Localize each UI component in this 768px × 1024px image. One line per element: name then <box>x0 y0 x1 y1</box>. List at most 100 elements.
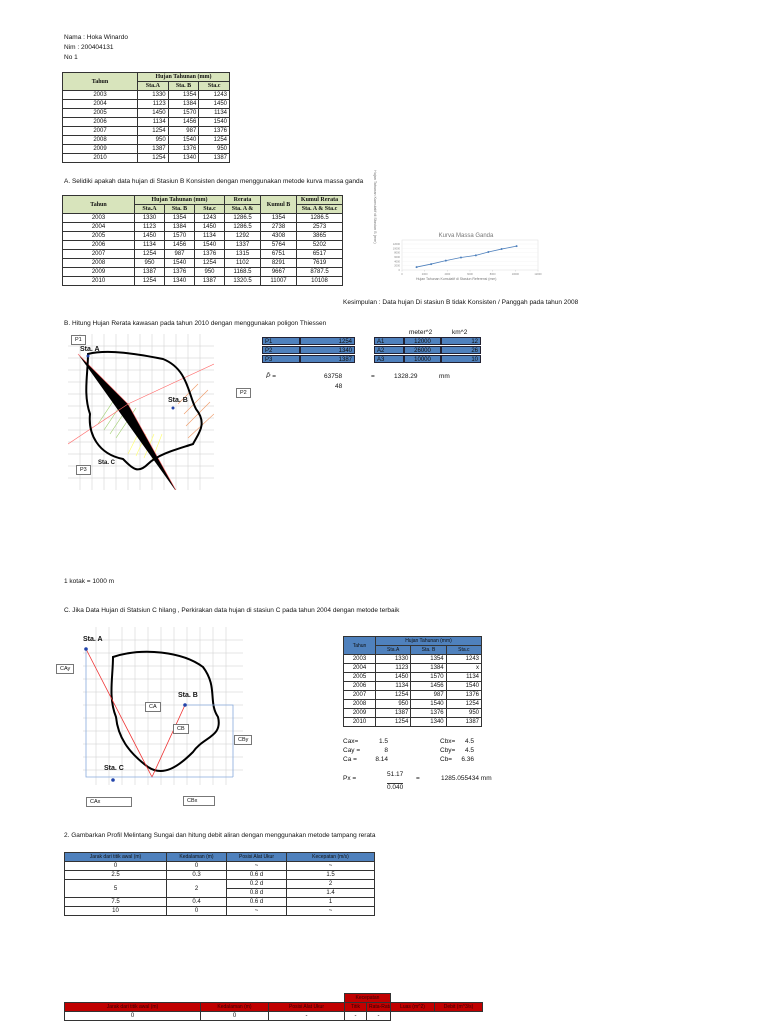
cell: 26000 <box>404 346 441 354</box>
station-dot <box>171 406 175 410</box>
cell: 1450 <box>137 108 169 118</box>
cell: 1376 <box>410 708 447 718</box>
polygon-label: P1 <box>71 335 86 345</box>
catchment-boundary <box>85 350 203 471</box>
coefficient: Cb= <box>440 756 453 763</box>
cell: 2005 <box>343 672 376 682</box>
px-denominator: 0.040 <box>387 783 404 791</box>
question: C. Jika Data Hujan di Statsiun C hilang … <box>64 607 400 614</box>
unit: mm <box>480 775 492 782</box>
cell: 1376 <box>167 144 200 154</box>
data-point <box>500 248 503 251</box>
distance-label: CAy <box>56 664 75 674</box>
header: Hujan Tahunan (mm) <box>137 72 230 82</box>
table-row: 2008 950 1540 1254 1102 8291 7619 <box>62 258 343 268</box>
data-point <box>474 254 477 257</box>
y-tick-label: 12000 <box>393 242 401 246</box>
coefficient: 8 <box>384 747 388 754</box>
name: Nama : Hoka Winardo <box>64 34 128 41</box>
cell: 2.5 <box>64 870 167 880</box>
cell: 1.4 <box>286 888 375 898</box>
y-tick-label: 6000 <box>394 255 400 259</box>
cell: 950 <box>134 258 165 268</box>
table-row: 2005 1450 1570 1134 <box>343 672 483 682</box>
cell: 1286.5 <box>296 213 343 223</box>
station-label: Sta. A <box>83 636 103 643</box>
cell: 2007 <box>62 126 138 136</box>
table-row: 2010 1254 1340 1387 1320.5 11007 10108 <box>62 276 343 286</box>
table-row: 2.5 0.3 0.6 d 1.5 <box>64 870 375 880</box>
cell: P2 <box>262 346 300 354</box>
coefficient: Ca = <box>343 756 357 763</box>
table-row: 2009 1387 1376 950 <box>343 708 483 718</box>
cell: 1330 <box>134 213 165 223</box>
velocity-table: Jarak dari titik awal (m) Kedalaman (m) Po… <box>64 852 375 916</box>
coefficient: 6.36 <box>461 756 474 763</box>
cell: 1384 <box>164 222 195 232</box>
table-row: 2003 1330 1354 1243 <box>62 90 230 100</box>
catchment-boundary <box>110 650 220 772</box>
cell: 2003 <box>62 213 135 223</box>
nim: Nim : 200404131 <box>64 44 114 51</box>
x-tick-label: 10000 <box>512 272 520 276</box>
table-body: 2003 1330 1354 1243 2004 1123 1384 x 2005 1450 157… <box>343 654 483 727</box>
value: 1285.055434 <box>441 775 479 782</box>
cell: 1387 <box>194 276 225 286</box>
cell: 2738 <box>260 222 297 232</box>
coefficient: Cbx= <box>440 738 456 745</box>
chart-title: Kurva Massa Ganda <box>439 233 494 239</box>
px-label: Px = <box>343 775 357 782</box>
coefficient: 8.14 <box>375 756 388 763</box>
header: Kecepatan <box>343 993 392 1003</box>
data-point <box>487 251 490 254</box>
unit-label: meter^2 <box>409 329 433 336</box>
x-tick-label: 6000 <box>467 272 473 276</box>
table-body: 2003 1330 1354 1243 2004 1123 1384 1450 2005 1450… <box>62 90 230 163</box>
cell: 10000 <box>404 355 441 363</box>
cell: 1387 <box>445 717 483 727</box>
cell: 6751 <box>260 249 297 259</box>
cell: 1354 <box>167 90 200 100</box>
x-tick-label: 2000 <box>422 272 428 276</box>
cell: 1254 <box>137 153 169 163</box>
cell: 1134 <box>374 681 412 691</box>
polygon-label: P3 <box>76 465 91 475</box>
header: Sta.c <box>194 204 225 214</box>
cell: 1376 <box>194 249 225 259</box>
cell: 5 <box>64 879 167 898</box>
coefficient: 1.5 <box>378 738 388 745</box>
cell: 1254 <box>134 276 165 286</box>
coefficient: Cax= <box>343 738 359 745</box>
coordinate-line <box>85 649 234 778</box>
cell: 2009 <box>62 267 135 277</box>
header: Tahun <box>62 72 138 91</box>
cell: 2004 <box>62 99 138 109</box>
table-row: 2009 1387 1376 950 <box>62 144 230 154</box>
coefficient: 4.5 <box>464 747 474 754</box>
cell: 5764 <box>260 240 297 250</box>
cell: 1387 <box>137 144 169 154</box>
discharge-table: Kecepatan Jarak dari titik awal (m) Kedal… <box>64 993 484 1021</box>
cell: 1340 <box>167 153 200 163</box>
cell: 1354 <box>260 213 297 223</box>
cell: 2010 <box>343 717 376 727</box>
cell: 2003 <box>343 654 376 664</box>
x-tick-label: 0 <box>401 272 403 276</box>
table-row: 2008 950 1540 1254 <box>343 699 483 709</box>
cell: 8291 <box>260 258 297 268</box>
header: Sta.A <box>374 645 412 655</box>
cell: 1450 <box>198 99 230 109</box>
cell: 1330 <box>374 654 412 664</box>
formula-numerator: 63758 <box>324 373 343 380</box>
cell: 950 <box>137 135 169 145</box>
cell: 0.6 d <box>226 897 287 907</box>
header: Kecepatan (m/s) <box>286 852 375 862</box>
cell: 1315 <box>224 249 261 259</box>
formula-unit: mm <box>439 373 450 380</box>
cell: 1570 <box>164 231 195 241</box>
station-dot <box>111 778 115 782</box>
header: Tahun <box>62 195 135 214</box>
distance-label: CBy <box>234 735 253 745</box>
